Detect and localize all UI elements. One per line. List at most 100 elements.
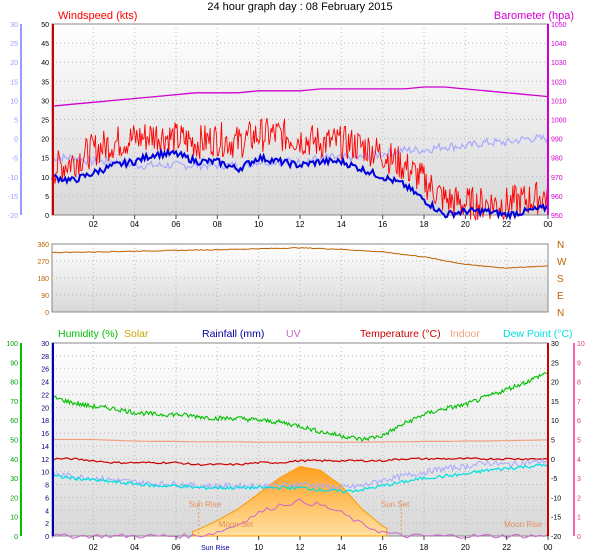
barometer-tick: 1010 bbox=[551, 98, 567, 105]
x-tick-label: 10 bbox=[254, 543, 263, 552]
legend-item: Indoor bbox=[450, 328, 480, 340]
sun-rise-axis-label: Sun Rise bbox=[201, 545, 230, 552]
humidity-tick: 10 bbox=[10, 515, 18, 522]
x-tick-label: 22 bbox=[502, 220, 511, 229]
humidity-tick: 70 bbox=[10, 399, 18, 406]
barometer-tick: 990 bbox=[551, 137, 563, 144]
uv-tick: 3 bbox=[577, 476, 581, 483]
x-tick-label: 00 bbox=[544, 543, 553, 552]
x-tick-label: 10 bbox=[254, 220, 263, 229]
series-temperature bbox=[51, 457, 549, 467]
barometer-tick: 980 bbox=[551, 156, 563, 163]
sun-rise-label: Sun Rise bbox=[189, 500, 222, 509]
wind-temp-tick: -10 bbox=[8, 175, 18, 182]
wind-temp-tick: 15 bbox=[10, 79, 18, 86]
solar-area bbox=[192, 465, 388, 537]
wind-speed-tick: 5 bbox=[45, 194, 49, 201]
rainfall-tick: 28 bbox=[41, 354, 49, 361]
humidity-tick: 50 bbox=[10, 438, 18, 445]
wind-temp-tick: 10 bbox=[10, 98, 18, 105]
barometer-tick: 1020 bbox=[551, 79, 567, 86]
wind-speed-tick: 45 bbox=[41, 41, 49, 48]
rainfall-tick: 2 bbox=[45, 521, 49, 528]
x-tick-label: 02 bbox=[89, 543, 98, 552]
moon-set-label: Moon Set bbox=[219, 520, 254, 529]
temperature-tick: 15 bbox=[551, 399, 559, 406]
wind-speed-tick: 10 bbox=[41, 175, 49, 182]
temperature-tick: -15 bbox=[551, 515, 561, 522]
barometer-tick: 970 bbox=[551, 175, 563, 182]
humidity-tick: 90 bbox=[10, 360, 18, 367]
temperature-tick: 25 bbox=[551, 360, 559, 367]
direction-degree-tick: 360 bbox=[37, 242, 49, 249]
rainfall-tick: 16 bbox=[41, 431, 49, 438]
uv-tick: 6 bbox=[577, 418, 581, 425]
wind-temp-tick: 25 bbox=[10, 41, 18, 48]
series-indoor bbox=[52, 438, 549, 443]
x-tick-label: 20 bbox=[461, 220, 470, 229]
x-tick-label: 12 bbox=[296, 543, 305, 552]
wind-temp-tick: 30 bbox=[10, 22, 18, 29]
x-tick-label: 16 bbox=[378, 543, 387, 552]
rainfall-tick: 0 bbox=[45, 534, 49, 541]
x-tick-label: 08 bbox=[213, 220, 222, 229]
x-tick-label: 20 bbox=[461, 543, 470, 552]
wind-speed-tick: 50 bbox=[41, 22, 49, 29]
uv-tick: 1 bbox=[577, 515, 581, 522]
wind-temp-tick: -20 bbox=[8, 213, 18, 220]
x-tick-label: 18 bbox=[420, 543, 429, 552]
series-humidity bbox=[51, 371, 549, 442]
uv-tick: 7 bbox=[577, 399, 581, 406]
direction-degree-tick: 0 bbox=[45, 310, 49, 317]
moon-rise-label: Moon Rise bbox=[504, 520, 543, 529]
x-tick-label: 14 bbox=[337, 543, 346, 552]
uv-tick: 0 bbox=[577, 534, 581, 541]
series-windspeed bbox=[51, 118, 549, 221]
barometer-tick: 1050 bbox=[551, 22, 567, 29]
x-tick-label: 22 bbox=[502, 543, 511, 552]
wind-temp-tick: -5 bbox=[12, 156, 18, 163]
humidity-tick: 60 bbox=[10, 418, 18, 425]
barometer-label: Barometer (hpa) bbox=[494, 10, 574, 22]
rainfall-tick: 8 bbox=[45, 483, 49, 490]
x-tick-label: 00 bbox=[544, 220, 553, 229]
rainfall-tick: 18 bbox=[41, 418, 49, 425]
legend-item: Dew Point (°C) bbox=[503, 328, 573, 340]
series-temperature-light bbox=[51, 457, 548, 490]
barometer-tick: 1000 bbox=[551, 118, 567, 125]
rainfall-tick: 12 bbox=[41, 457, 49, 464]
temperature-tick: -10 bbox=[551, 495, 561, 502]
legend-item: Humidity (%) bbox=[58, 328, 118, 340]
windspeed-label: Windspeed (kts) bbox=[58, 10, 137, 22]
barometer-tick: 1040 bbox=[551, 41, 567, 48]
series-barometer bbox=[51, 86, 549, 107]
wind-temp-tick: -15 bbox=[8, 194, 18, 201]
uv-tick: 2 bbox=[577, 495, 581, 502]
temperature-tick: 20 bbox=[551, 380, 559, 387]
x-tick-label: 06 bbox=[172, 543, 181, 552]
series-wind-average bbox=[51, 147, 549, 221]
wind-speed-tick: 0 bbox=[45, 213, 49, 220]
direction-degree-tick: 270 bbox=[37, 259, 49, 266]
rainfall-tick: 20 bbox=[41, 405, 49, 412]
wind-temp-tick: 20 bbox=[10, 60, 18, 67]
barometer-tick: 960 bbox=[551, 194, 563, 201]
temperature-tick: 30 bbox=[551, 341, 559, 348]
temperature-tick: -20 bbox=[551, 534, 561, 541]
legend-item: UV bbox=[286, 328, 301, 340]
temperature-tick: 10 bbox=[551, 418, 559, 425]
legend-item: Rainfall (mm) bbox=[202, 328, 264, 340]
wind-temp-tick: 0 bbox=[14, 137, 18, 144]
x-tick-label: 18 bbox=[420, 220, 429, 229]
wind-speed-tick: 35 bbox=[41, 79, 49, 86]
humidity-tick: 0 bbox=[14, 534, 18, 541]
direction-compass-tick: N bbox=[557, 308, 564, 319]
x-tick-label: 06 bbox=[172, 220, 181, 229]
rainfall-tick: 10 bbox=[41, 470, 49, 477]
uv-tick: 10 bbox=[577, 341, 585, 348]
legend-item: Solar bbox=[124, 328, 149, 340]
rainfall-tick: 4 bbox=[45, 508, 49, 515]
uv-tick: 8 bbox=[577, 380, 581, 387]
wind-speed-tick: 20 bbox=[41, 137, 49, 144]
